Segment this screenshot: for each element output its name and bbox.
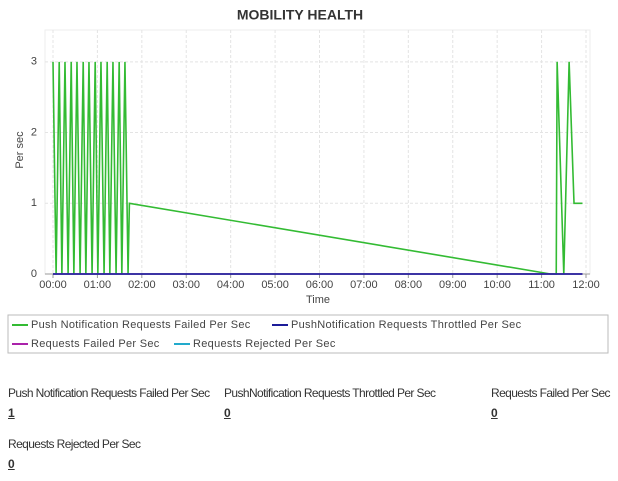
chart: MOBILITY HEALTH Per sec Time 0 1 2 3 00:00 01… <box>7 7 609 354</box>
y-tick-label: 0 <box>31 268 37 280</box>
summary-item: Requests Rejected Per Sec 0 <box>8 437 141 471</box>
summary-value[interactable]: 0 <box>491 406 498 420</box>
legend-box <box>7 314 609 354</box>
summary-label: Requests Failed Per Sec <box>491 386 611 400</box>
x-tick-label: 00:00 <box>39 279 67 291</box>
x-tick-label: 10:00 <box>483 279 511 291</box>
x-tick-label: 07:00 <box>350 279 378 291</box>
summary-item: PushNotification Requests Throttled Per … <box>224 386 436 420</box>
x-axis-label: Time <box>306 294 330 306</box>
x-tick-label: 02:00 <box>128 279 156 291</box>
x-tick-label: 01:00 <box>84 279 112 291</box>
summary-label: Push Notification Requests Failed Per Se… <box>8 386 210 400</box>
legend-label: Push Notification Requests Failed Per Se… <box>31 319 251 331</box>
x-tick-label: 11:00 <box>528 279 555 291</box>
chart-title: MOBILITY HEALTH <box>237 7 363 23</box>
y-axis-label: Per sec <box>14 131 26 169</box>
legend-label: Requests Rejected Per Sec <box>193 338 336 350</box>
legend-label: PushNotification Requests Throttled Per … <box>291 319 522 331</box>
legend-label: Requests Failed Per Sec <box>31 338 160 350</box>
plot-area <box>44 29 591 275</box>
x-tick-label: 03:00 <box>172 279 200 291</box>
summary-value[interactable]: 0 <box>8 457 15 471</box>
x-tick-label: 08:00 <box>395 279 423 291</box>
y-tick-label: 2 <box>31 126 37 138</box>
y-tick-label: 3 <box>31 56 37 68</box>
summary-label: PushNotification Requests Throttled Per … <box>224 386 436 400</box>
x-tick-label: 05:00 <box>261 279 289 291</box>
summary-value[interactable]: 1 <box>8 406 15 420</box>
x-tick-label: 09:00 <box>439 279 467 291</box>
summary-value[interactable]: 0 <box>224 406 231 420</box>
x-tick-label: 06:00 <box>306 279 334 291</box>
summary-item: Push Notification Requests Failed Per Se… <box>8 386 210 420</box>
y-tick-label: 1 <box>31 197 37 209</box>
x-tick-label: 12:00 <box>572 279 600 291</box>
summary-item: Requests Failed Per Sec 0 <box>491 386 611 420</box>
summary-label: Requests Rejected Per Sec <box>8 437 141 451</box>
x-tick-label: 04:00 <box>217 279 245 291</box>
